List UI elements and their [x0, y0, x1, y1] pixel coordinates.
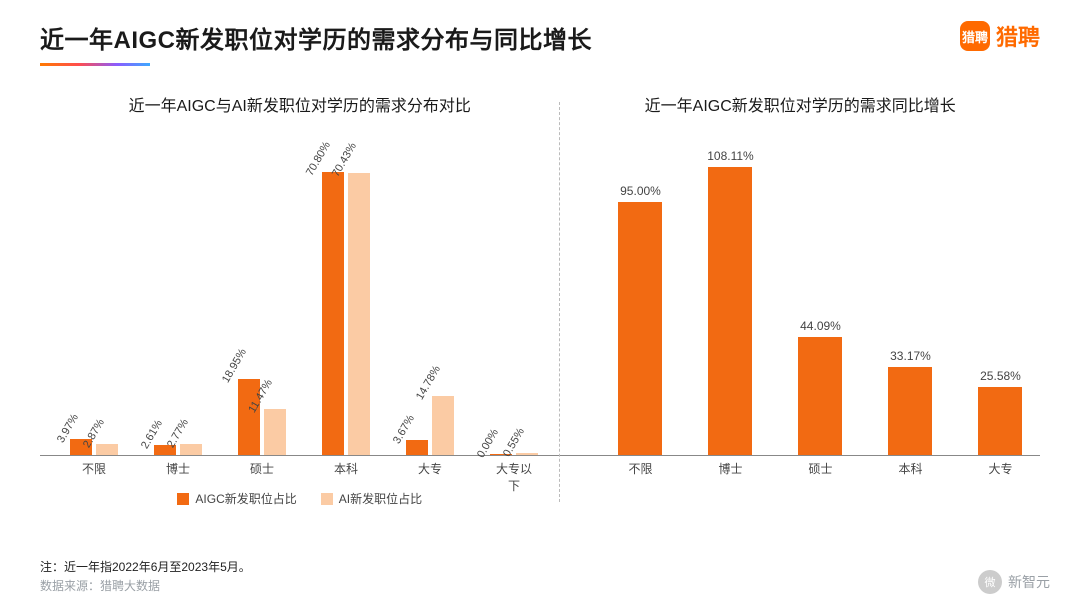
- watermark-icon: 微: [978, 570, 1002, 594]
- bar-value-label: 0.00%: [475, 427, 501, 460]
- bar-value-label: 108.11%: [707, 149, 753, 163]
- watermark-text: 新智元: [1008, 572, 1050, 592]
- bar-value-label: 18.95%: [220, 347, 249, 385]
- bar-value-label: 3.67%: [391, 413, 417, 446]
- bar-value-label: 2.61%: [139, 418, 165, 451]
- x-axis-label: 本科: [898, 460, 922, 477]
- bar: 14.78%: [432, 396, 454, 455]
- bar: 2.87%: [96, 444, 118, 455]
- brand-badge: 猎聘: [960, 21, 990, 51]
- bar-group: 0.00%0.55%: [490, 453, 538, 455]
- footer-note: 注：近一年指2022年6月至2023年5月。: [40, 558, 251, 575]
- x-axis-label: 大专: [418, 460, 442, 477]
- legend-label: AIGC新发职位占比: [195, 490, 296, 507]
- legend-label: AI新发职位占比: [339, 490, 422, 507]
- bar: 3.67%: [406, 440, 428, 455]
- bar-value-label: 14.78%: [414, 364, 443, 402]
- legend-swatch: [177, 493, 189, 505]
- x-axis-label: 博士: [166, 460, 190, 477]
- bar: 2.77%: [180, 444, 202, 455]
- x-axis-label: 博士: [718, 460, 742, 477]
- title-underline: [40, 63, 150, 66]
- chart-left-legend: AIGC新发职位占比 AI新发职位占比: [40, 490, 559, 507]
- bar-value-label: 70.80%: [304, 139, 333, 177]
- bar-value-label: 0.55%: [501, 426, 527, 459]
- bar: 108.11%: [708, 167, 752, 455]
- bar-value-label: 95.00%: [620, 184, 661, 198]
- bar-group: 18.95%11.47%: [238, 379, 286, 455]
- bar-value-label: 25.58%: [980, 369, 1021, 383]
- x-axis-label: 硕士: [808, 460, 832, 477]
- page-title: 近一年AIGC新发职位对学历的需求分布与同比增长: [40, 20, 592, 55]
- bar-group: 2.61%2.77%: [154, 444, 202, 455]
- brand-text: 猎聘: [996, 20, 1040, 52]
- bar: 33.17%: [888, 367, 932, 455]
- bar: 0.55%: [516, 453, 538, 455]
- x-axis-label: 硕士: [250, 460, 274, 477]
- legend-swatch: [321, 493, 333, 505]
- chart-right-plot: 95.00% 108.11% 44.09% 33.17% 25.58%: [560, 136, 1040, 456]
- x-axis-label: 大专以下: [491, 460, 536, 494]
- bar: 44.09%: [798, 337, 842, 455]
- x-axis-label: 本科: [334, 460, 358, 477]
- bar: 25.58%: [978, 387, 1022, 455]
- bar-group: 3.67% 14.78%: [406, 396, 454, 455]
- bar-value-label: 2.77%: [165, 417, 191, 450]
- x-axis-label: 不限: [82, 460, 106, 477]
- bar-value-label: 33.17%: [890, 349, 931, 363]
- legend-item: AIGC新发职位占比: [177, 490, 296, 507]
- chart-left-title: 近一年AIGC与AI新发职位对学历的需求分布对比: [40, 92, 559, 116]
- footer-source: 数据来源：猎聘大数据: [40, 577, 251, 594]
- bar-value-label: 2.87%: [81, 417, 107, 450]
- chart-right-title: 近一年AIGC新发职位对学历的需求同比增长: [560, 92, 1040, 116]
- brand-logo: 猎聘 猎聘: [960, 20, 1040, 52]
- chart-left-pane: 近一年AIGC与AI新发职位对学历的需求分布对比 3.97%2.87%2.61%…: [40, 92, 559, 512]
- bar-value-label: 3.97%: [55, 412, 81, 445]
- x-axis-label: 大专: [988, 460, 1012, 477]
- bar: 11.47%: [264, 409, 286, 455]
- bar-group: 3.97%2.87%: [70, 439, 118, 455]
- watermark: 微 新智元: [978, 570, 1050, 594]
- chart-right-pane: 近一年AIGC新发职位对学历的需求同比增长 95.00% 108.11% 44.09…: [560, 92, 1040, 512]
- bar-value-label: 70.43%: [330, 141, 359, 179]
- chart-left-plot: 3.97%2.87%2.61%2.77%18.95%11.47%70.80%70…: [40, 136, 559, 456]
- bar: 70.80%: [322, 172, 344, 455]
- legend-item: AI新发职位占比: [321, 490, 422, 507]
- bar-value-label: 44.09%: [800, 319, 841, 333]
- bar: 95.00%: [618, 202, 662, 455]
- x-axis-label: 不限: [628, 460, 652, 477]
- bar: 70.43%: [348, 173, 370, 455]
- bar-group: 70.80%70.43%: [322, 172, 370, 455]
